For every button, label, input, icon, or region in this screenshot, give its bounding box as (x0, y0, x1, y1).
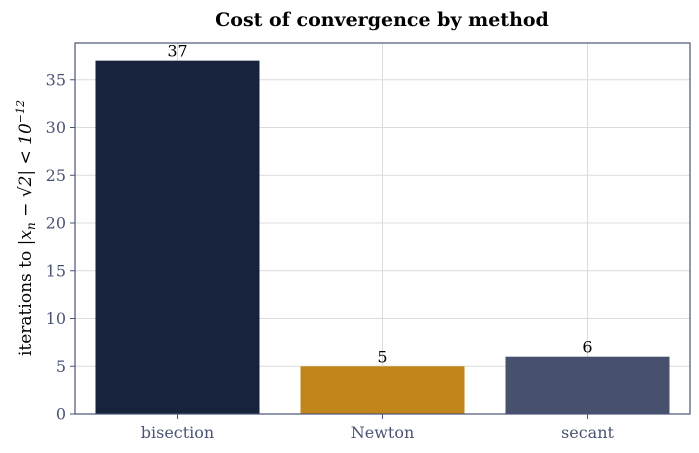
bar-bisection (95, 60, 260, 415)
y-axis-label-superscript: −12 (14, 100, 27, 123)
x-tick-label: Newton (351, 423, 415, 442)
y-axis-ticks: 0 5 10 15 20 25 30 35 (46, 70, 75, 424)
y-tick-label: 35 (46, 70, 66, 89)
x-tick-label: bisection (141, 423, 214, 442)
y-axis-label: iterations to |xn − √2| < 10−12 (14, 100, 38, 356)
y-axis-label-subscript: n (24, 222, 38, 230)
plot-frame (74, 42, 691, 415)
data-labels: 37 5 6 (167, 42, 592, 367)
y-axis-label-math-middle: − √2| < 10 (16, 123, 36, 222)
y-tick-label: 30 (46, 118, 66, 137)
y-tick-label: 10 (46, 309, 66, 328)
x-axis-ticks: bisection Newton secant (141, 414, 615, 442)
y-tick-label: 25 (46, 166, 66, 185)
y-tick-label: 20 (46, 214, 66, 233)
data-label-newton: 5 (377, 347, 387, 366)
x-tick-label: secant (561, 423, 614, 442)
bars (95, 60, 670, 415)
y-tick-label: 5 (56, 357, 66, 376)
data-label-bisection: 37 (167, 42, 187, 61)
y-tick-label: 15 (46, 261, 66, 280)
bar-newton (300, 366, 465, 414)
y-axis-label-math: |x (16, 230, 36, 246)
chart-title: Cost of convergence by method (215, 9, 549, 31)
y-tick-label: 0 (56, 405, 66, 424)
bar-secant (505, 356, 670, 414)
data-label-secant: 6 (582, 338, 592, 357)
y-axis-label-prefix: iterations to (16, 245, 36, 356)
